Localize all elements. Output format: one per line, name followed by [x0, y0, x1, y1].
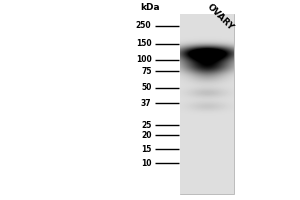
Text: 100: 100: [136, 55, 152, 64]
Text: 25: 25: [141, 120, 152, 130]
Text: 150: 150: [136, 40, 152, 48]
Text: 37: 37: [141, 98, 152, 108]
Text: 50: 50: [141, 84, 152, 92]
Text: 250: 250: [136, 21, 152, 30]
Text: 15: 15: [141, 144, 152, 154]
Text: kDa: kDa: [140, 3, 160, 12]
Text: 10: 10: [141, 158, 152, 168]
Bar: [180, 14, 234, 194]
Text: 20: 20: [141, 130, 152, 140]
Text: OVARY: OVARY: [206, 2, 236, 32]
Text: 75: 75: [141, 66, 152, 75]
